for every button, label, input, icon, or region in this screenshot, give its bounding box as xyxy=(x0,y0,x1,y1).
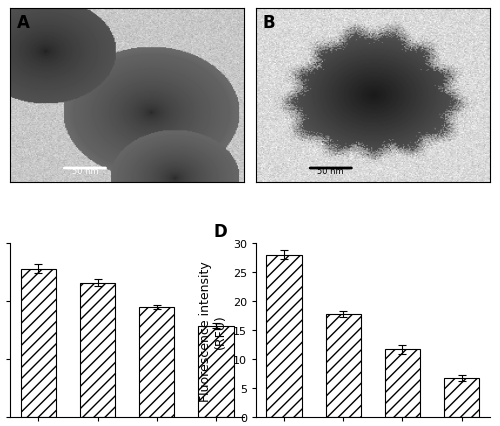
Bar xyxy=(198,326,234,417)
Text: 50 nm: 50 nm xyxy=(72,167,98,176)
Y-axis label: Fluorescence intensity
(RFU): Fluorescence intensity (RFU) xyxy=(199,260,227,401)
Bar xyxy=(385,350,420,417)
Bar xyxy=(139,307,174,417)
Text: B: B xyxy=(263,14,276,32)
Bar xyxy=(444,378,480,417)
Bar xyxy=(20,269,56,417)
Bar xyxy=(326,314,361,417)
Text: 50 nm: 50 nm xyxy=(318,167,344,176)
Bar xyxy=(266,255,302,417)
Text: A: A xyxy=(17,14,30,32)
Text: D: D xyxy=(214,222,228,240)
Bar xyxy=(80,283,115,417)
